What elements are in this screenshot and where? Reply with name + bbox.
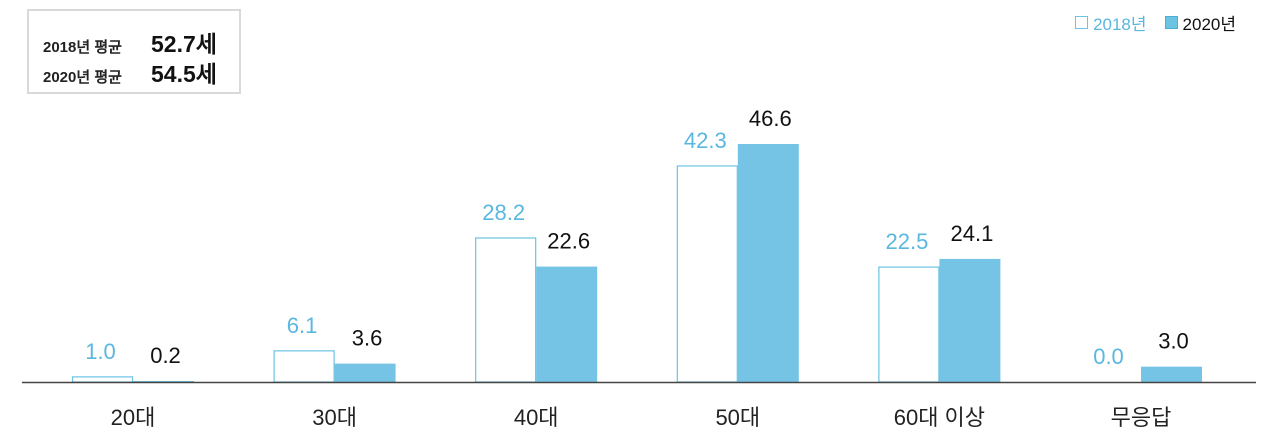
value-label-2020-6: 3.0 <box>1158 329 1189 354</box>
bar-2020-6 <box>1141 366 1202 382</box>
bar-2018-1 <box>71 376 134 383</box>
value-label-2018-6: 0.0 <box>1093 344 1124 369</box>
bar-2018-2 <box>273 350 335 383</box>
legend-label-2020: 2020년 <box>1182 15 1236 34</box>
value-label-2020-5: 24.1 <box>950 221 993 246</box>
value-label-2020-2: 3.6 <box>352 326 383 351</box>
bar-2020-1 <box>133 380 194 382</box>
value-label-2020-4: 46.6 <box>749 106 792 131</box>
category-label-2: 30대 <box>312 405 357 430</box>
bar-2018-5 <box>878 266 940 383</box>
category-label-3: 40대 <box>514 405 559 430</box>
bar-2020-2 <box>334 363 396 382</box>
category-label-4: 50대 <box>715 405 760 430</box>
bar-2020-4 <box>737 144 799 382</box>
legend-swatch-2020 <box>1164 16 1178 29</box>
value-label-2020-3: 22.6 <box>547 229 590 254</box>
average-2020-row: 2020년 평균 54.5세 <box>43 55 217 87</box>
category-label-1: 20대 <box>111 405 156 430</box>
average-2018-row: 2018년 평균 52.7세 <box>43 25 217 57</box>
average-age-box: 2018년 평균 52.7세 2020년 평균 54.5세 <box>27 9 241 94</box>
average-2018-value: 52.7세 <box>151 31 217 57</box>
category-label-6: 무응답 <box>1111 405 1172 430</box>
average-2018-label: 2018년 평균 <box>43 39 122 56</box>
legend-label-2018: 2018년 <box>1093 15 1147 34</box>
chart-legend: 2018년 2020년 <box>1057 10 1236 35</box>
value-label-2018-3: 28.2 <box>482 200 525 225</box>
value-label-2018-5: 22.5 <box>885 229 928 254</box>
value-label-2020-1: 0.2 <box>150 343 181 368</box>
legend-item-2020: 2020년 <box>1164 10 1236 35</box>
value-label-2018-2: 6.1 <box>287 313 318 338</box>
category-label-5: 60대 이상 <box>894 405 985 430</box>
bar-2018-3 <box>475 237 537 383</box>
bar-2020-5 <box>939 258 1001 382</box>
bar-2020-3 <box>536 266 598 382</box>
average-2020-label: 2020년 평균 <box>43 69 122 86</box>
value-label-2018-1: 1.0 <box>85 339 116 364</box>
bar-2018-4 <box>676 165 738 383</box>
legend-swatch-2018 <box>1075 16 1089 29</box>
average-2020-value: 54.5세 <box>151 61 217 87</box>
value-label-2018-4: 42.3 <box>684 128 727 153</box>
legend-item-2018: 2018년 <box>1075 10 1147 35</box>
